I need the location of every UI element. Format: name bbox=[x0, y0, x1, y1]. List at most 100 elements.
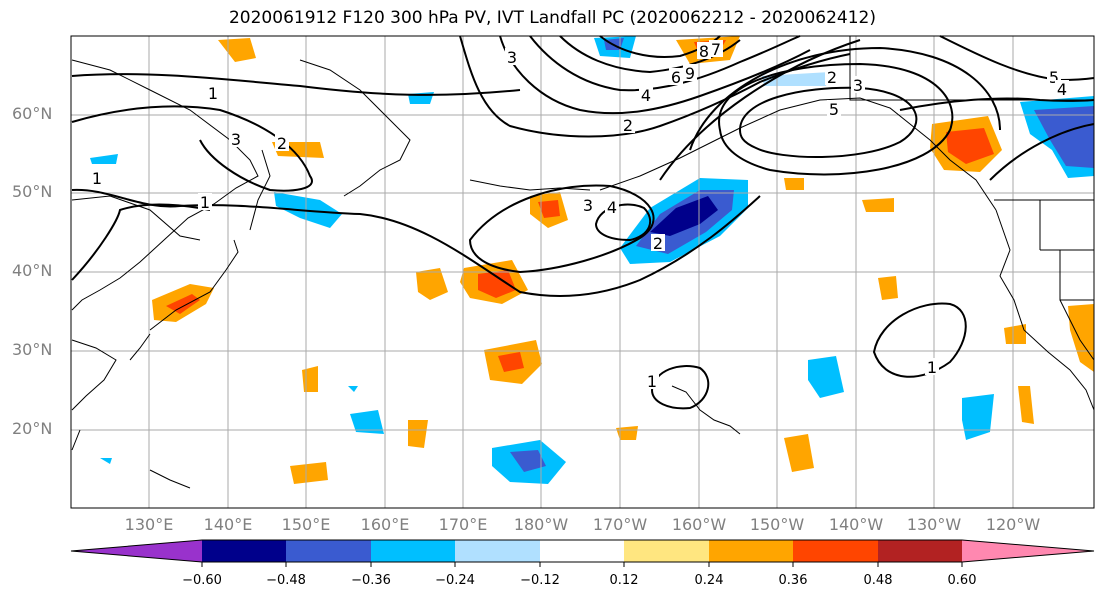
colorbar-tick: 0.48 bbox=[863, 573, 893, 588]
pv-contour bbox=[71, 203, 211, 281]
lon-label: 160°E bbox=[360, 515, 410, 534]
hawaii bbox=[671, 385, 741, 435]
lat-label: 30°N bbox=[12, 340, 53, 359]
pv-contour bbox=[659, 39, 861, 181]
pv-contour bbox=[899, 97, 1095, 111]
pv-contour bbox=[499, 35, 811, 115]
china-border bbox=[71, 195, 201, 241]
lon-label: 130°E bbox=[124, 515, 174, 534]
lat-label: 40°N bbox=[12, 261, 53, 280]
contour-label: 1 bbox=[92, 169, 102, 188]
anomaly-region bbox=[100, 458, 112, 464]
colorbar-segment bbox=[962, 540, 1094, 562]
pv-contour bbox=[71, 105, 313, 192]
anomaly-region bbox=[408, 420, 428, 448]
colorbar-segment bbox=[286, 540, 371, 562]
contour-label: 1 bbox=[647, 372, 657, 391]
mexico-coast bbox=[1059, 299, 1095, 361]
pv-contour bbox=[718, 62, 954, 176]
contour-label-bg bbox=[605, 198, 619, 215]
pv-contour bbox=[689, 46, 1001, 151]
colorbar-tick: 0.12 bbox=[609, 573, 639, 588]
lon-label: 160°W bbox=[671, 515, 727, 534]
pv-contour bbox=[529, 35, 801, 92]
colorbar-segment bbox=[455, 540, 540, 562]
anomaly-region bbox=[650, 196, 718, 236]
colorbar-segment bbox=[371, 540, 455, 562]
pv-contours bbox=[71, 35, 1095, 410]
lat-label: 20°N bbox=[12, 419, 53, 438]
contour-label-bg bbox=[709, 40, 723, 57]
kamchatka-coastline bbox=[299, 59, 411, 197]
contour-label: 2 bbox=[623, 116, 633, 135]
colorbar-tick: −0.24 bbox=[435, 573, 475, 588]
contour-label-bg bbox=[1055, 80, 1069, 97]
pv-contour bbox=[738, 86, 918, 159]
anomaly-region bbox=[290, 462, 328, 484]
anomaly-region bbox=[416, 268, 448, 300]
contour-label-bg bbox=[925, 358, 939, 375]
anomaly-region bbox=[616, 426, 638, 440]
contour-label-bg bbox=[621, 116, 635, 133]
contour-label: 4 bbox=[607, 198, 617, 217]
us-states bbox=[1039, 200, 1094, 301]
lon-label: 130°W bbox=[906, 515, 962, 534]
colorbar-segment bbox=[624, 540, 709, 562]
anomaly-region bbox=[510, 450, 546, 472]
alaska-coastline bbox=[599, 97, 997, 211]
aleutians bbox=[469, 179, 591, 191]
colorbar-segment bbox=[793, 540, 878, 562]
colorbar-segment bbox=[71, 540, 202, 562]
colorbar-tick: −0.12 bbox=[520, 573, 560, 588]
contour-label: 6 bbox=[671, 68, 681, 87]
contour-label: 2 bbox=[653, 234, 663, 253]
colorbar-segment bbox=[540, 540, 624, 562]
contour-label: 8 bbox=[699, 42, 709, 61]
pv-contour bbox=[872, 302, 967, 378]
contour-label: 3 bbox=[231, 130, 241, 149]
contour-label-bg bbox=[275, 134, 289, 151]
colorbar-segment bbox=[878, 540, 962, 562]
colorbar-tick: 0.60 bbox=[947, 573, 977, 588]
canada-border bbox=[849, 36, 1094, 101]
colorbar-tick: −0.60 bbox=[182, 573, 222, 588]
colorbar-segment bbox=[202, 540, 286, 562]
contour-label: 7 bbox=[711, 40, 721, 59]
map-frame bbox=[70, 35, 1095, 509]
colorbar-tick: 0.24 bbox=[694, 573, 724, 588]
anomaly-region bbox=[808, 356, 844, 398]
lon-label: 140°E bbox=[203, 515, 253, 534]
anomaly-region bbox=[218, 38, 256, 62]
anomaly-region bbox=[1018, 386, 1034, 424]
anomaly-fills bbox=[90, 36, 1094, 484]
contour-label: 4 bbox=[1057, 80, 1067, 99]
contour-label-bg bbox=[851, 76, 865, 93]
contour-label: 5 bbox=[1049, 68, 1059, 87]
japan-coastline bbox=[149, 239, 239, 331]
contour-label-bg bbox=[198, 193, 212, 210]
contour-label: 2 bbox=[277, 134, 287, 153]
contour-label-bg bbox=[229, 130, 243, 147]
anomaly-region bbox=[784, 178, 804, 190]
coastlines bbox=[71, 36, 1095, 489]
colorbar-tick: −0.48 bbox=[266, 573, 306, 588]
anomaly-region bbox=[962, 394, 994, 440]
contour-label-bg bbox=[697, 42, 711, 59]
lon-label: 150°E bbox=[281, 515, 331, 534]
lon-label: 180°W bbox=[513, 515, 569, 534]
contour-label-bg bbox=[639, 86, 653, 103]
na-coastline bbox=[995, 209, 1095, 411]
anomaly-region bbox=[350, 410, 384, 434]
figure-title: 2020061912 F120 300 hPa PV, IVT Landfall… bbox=[228, 8, 876, 28]
lon-label: 170°E bbox=[438, 515, 488, 534]
contour-label: 4 bbox=[641, 86, 651, 105]
anomaly-region bbox=[1068, 304, 1094, 372]
anomaly-region bbox=[166, 294, 200, 314]
contour-label-bg bbox=[683, 64, 697, 81]
colorbar bbox=[70, 539, 1095, 567]
lon-label: 140°W bbox=[828, 515, 884, 534]
contour-label: 5 bbox=[829, 100, 839, 119]
colorbar-tick: 0.36 bbox=[778, 573, 808, 588]
japan-coastline-2 bbox=[129, 333, 151, 361]
